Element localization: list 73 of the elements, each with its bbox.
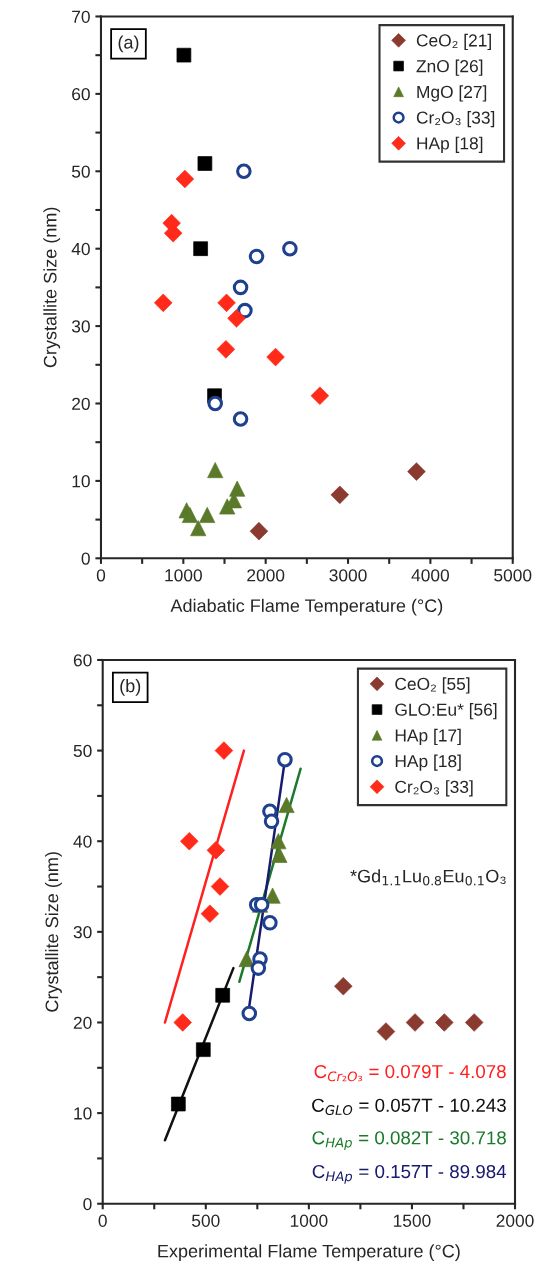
x-tick-label: 4000 <box>411 569 450 582</box>
y-tick-label: 10 <box>74 1107 92 1120</box>
point <box>262 915 278 931</box>
point <box>277 751 293 768</box>
x-tick-label: 2000 <box>496 1214 534 1227</box>
y-axis-title: Crystallite Size (nm) <box>43 207 61 368</box>
x-tick-label: 5000 <box>494 569 532 582</box>
legend-label: CeO₂ [55] <box>395 677 470 694</box>
point <box>181 506 198 523</box>
legend-label: HAp [18] <box>395 754 461 771</box>
point <box>215 988 230 1003</box>
annotation: *Gd$_{1.1}$Lu$_{0.8}$Eu$_{0.1}$O₃ <box>350 869 506 886</box>
point <box>199 506 216 523</box>
point <box>405 1013 425 1032</box>
point <box>248 248 265 265</box>
x-tick-label: 1000 <box>290 1214 328 1227</box>
point <box>171 1096 186 1112</box>
point <box>207 395 223 412</box>
legend-label: GLO:Eu* [56] <box>395 703 497 720</box>
point <box>176 47 192 63</box>
annotation: (b) <box>120 679 141 696</box>
point <box>200 904 220 923</box>
point <box>263 813 280 830</box>
point <box>207 462 224 479</box>
y-axis-title: Crystallite Size (nm) <box>45 852 62 1012</box>
point <box>278 796 295 813</box>
x-tick-label: 0 <box>96 569 106 582</box>
y-tick-label: 60 <box>73 654 92 667</box>
y-tick-label: 20 <box>73 1016 92 1029</box>
x-tick-label: 1000 <box>165 569 202 582</box>
y-tick-label: 60 <box>72 88 90 101</box>
y-tick-label: 70 <box>72 10 90 23</box>
x-tick-label: 0 <box>98 1214 107 1227</box>
x-tick-label: 1500 <box>393 1214 431 1227</box>
y-tick-label: 30 <box>73 926 92 939</box>
text: C$_{HAp}$ = 0.157T - 89.984 <box>312 1164 507 1184</box>
y-tick-label: 30 <box>71 320 90 333</box>
point <box>236 163 252 180</box>
y-tick-label: 0 <box>81 552 90 565</box>
legend-label: HAp [17] <box>395 728 461 745</box>
point <box>193 241 208 256</box>
legend-label: Cr₂O₃ [33] <box>395 780 473 797</box>
y-tick-label: 0 <box>83 1197 92 1211</box>
y-tick-label: 50 <box>73 744 92 758</box>
point <box>250 960 267 976</box>
point <box>465 1013 484 1032</box>
legend-label: Cr₂O₃ [33] <box>416 111 495 128</box>
x-tick-label: 500 <box>192 1214 220 1227</box>
annotation: (a) <box>118 35 139 53</box>
legend-label: HAp [18] <box>417 136 483 153</box>
point <box>282 240 298 257</box>
x-tick-label: 2000 <box>247 569 285 582</box>
y-tick-label: 40 <box>73 835 92 848</box>
legend-label: MgO [27] <box>417 85 487 102</box>
text: C$_{Cr₂O₃}$ = 0.079T - 4.078 <box>314 1064 506 1082</box>
point <box>241 1005 258 1022</box>
text: C$_{GLO}$ = 0.057T - 10.243 <box>312 1098 506 1116</box>
y-tick-label: 10 <box>72 475 90 488</box>
y-tick-label: 40 <box>71 242 90 256</box>
x-tick-label: 3000 <box>329 569 367 582</box>
y-tick-label: 50 <box>71 165 90 178</box>
point <box>206 841 226 860</box>
legend-label: ZnO [26] <box>416 59 483 76</box>
point <box>435 1013 454 1032</box>
x-axis-title: Experimental Flame Temperature (°C) <box>158 1244 460 1262</box>
x-axis-title: Adiabatic Flame Temperature (°C) <box>170 598 443 616</box>
y-tick-label: 20 <box>72 397 90 410</box>
point <box>173 1013 192 1032</box>
legend-label: CeO₂ [21] <box>416 33 491 51</box>
point <box>232 411 249 427</box>
point <box>232 279 249 296</box>
text: C$_{HAp}$ = 0.082T - 30.718 <box>312 1131 506 1151</box>
point <box>210 877 230 896</box>
